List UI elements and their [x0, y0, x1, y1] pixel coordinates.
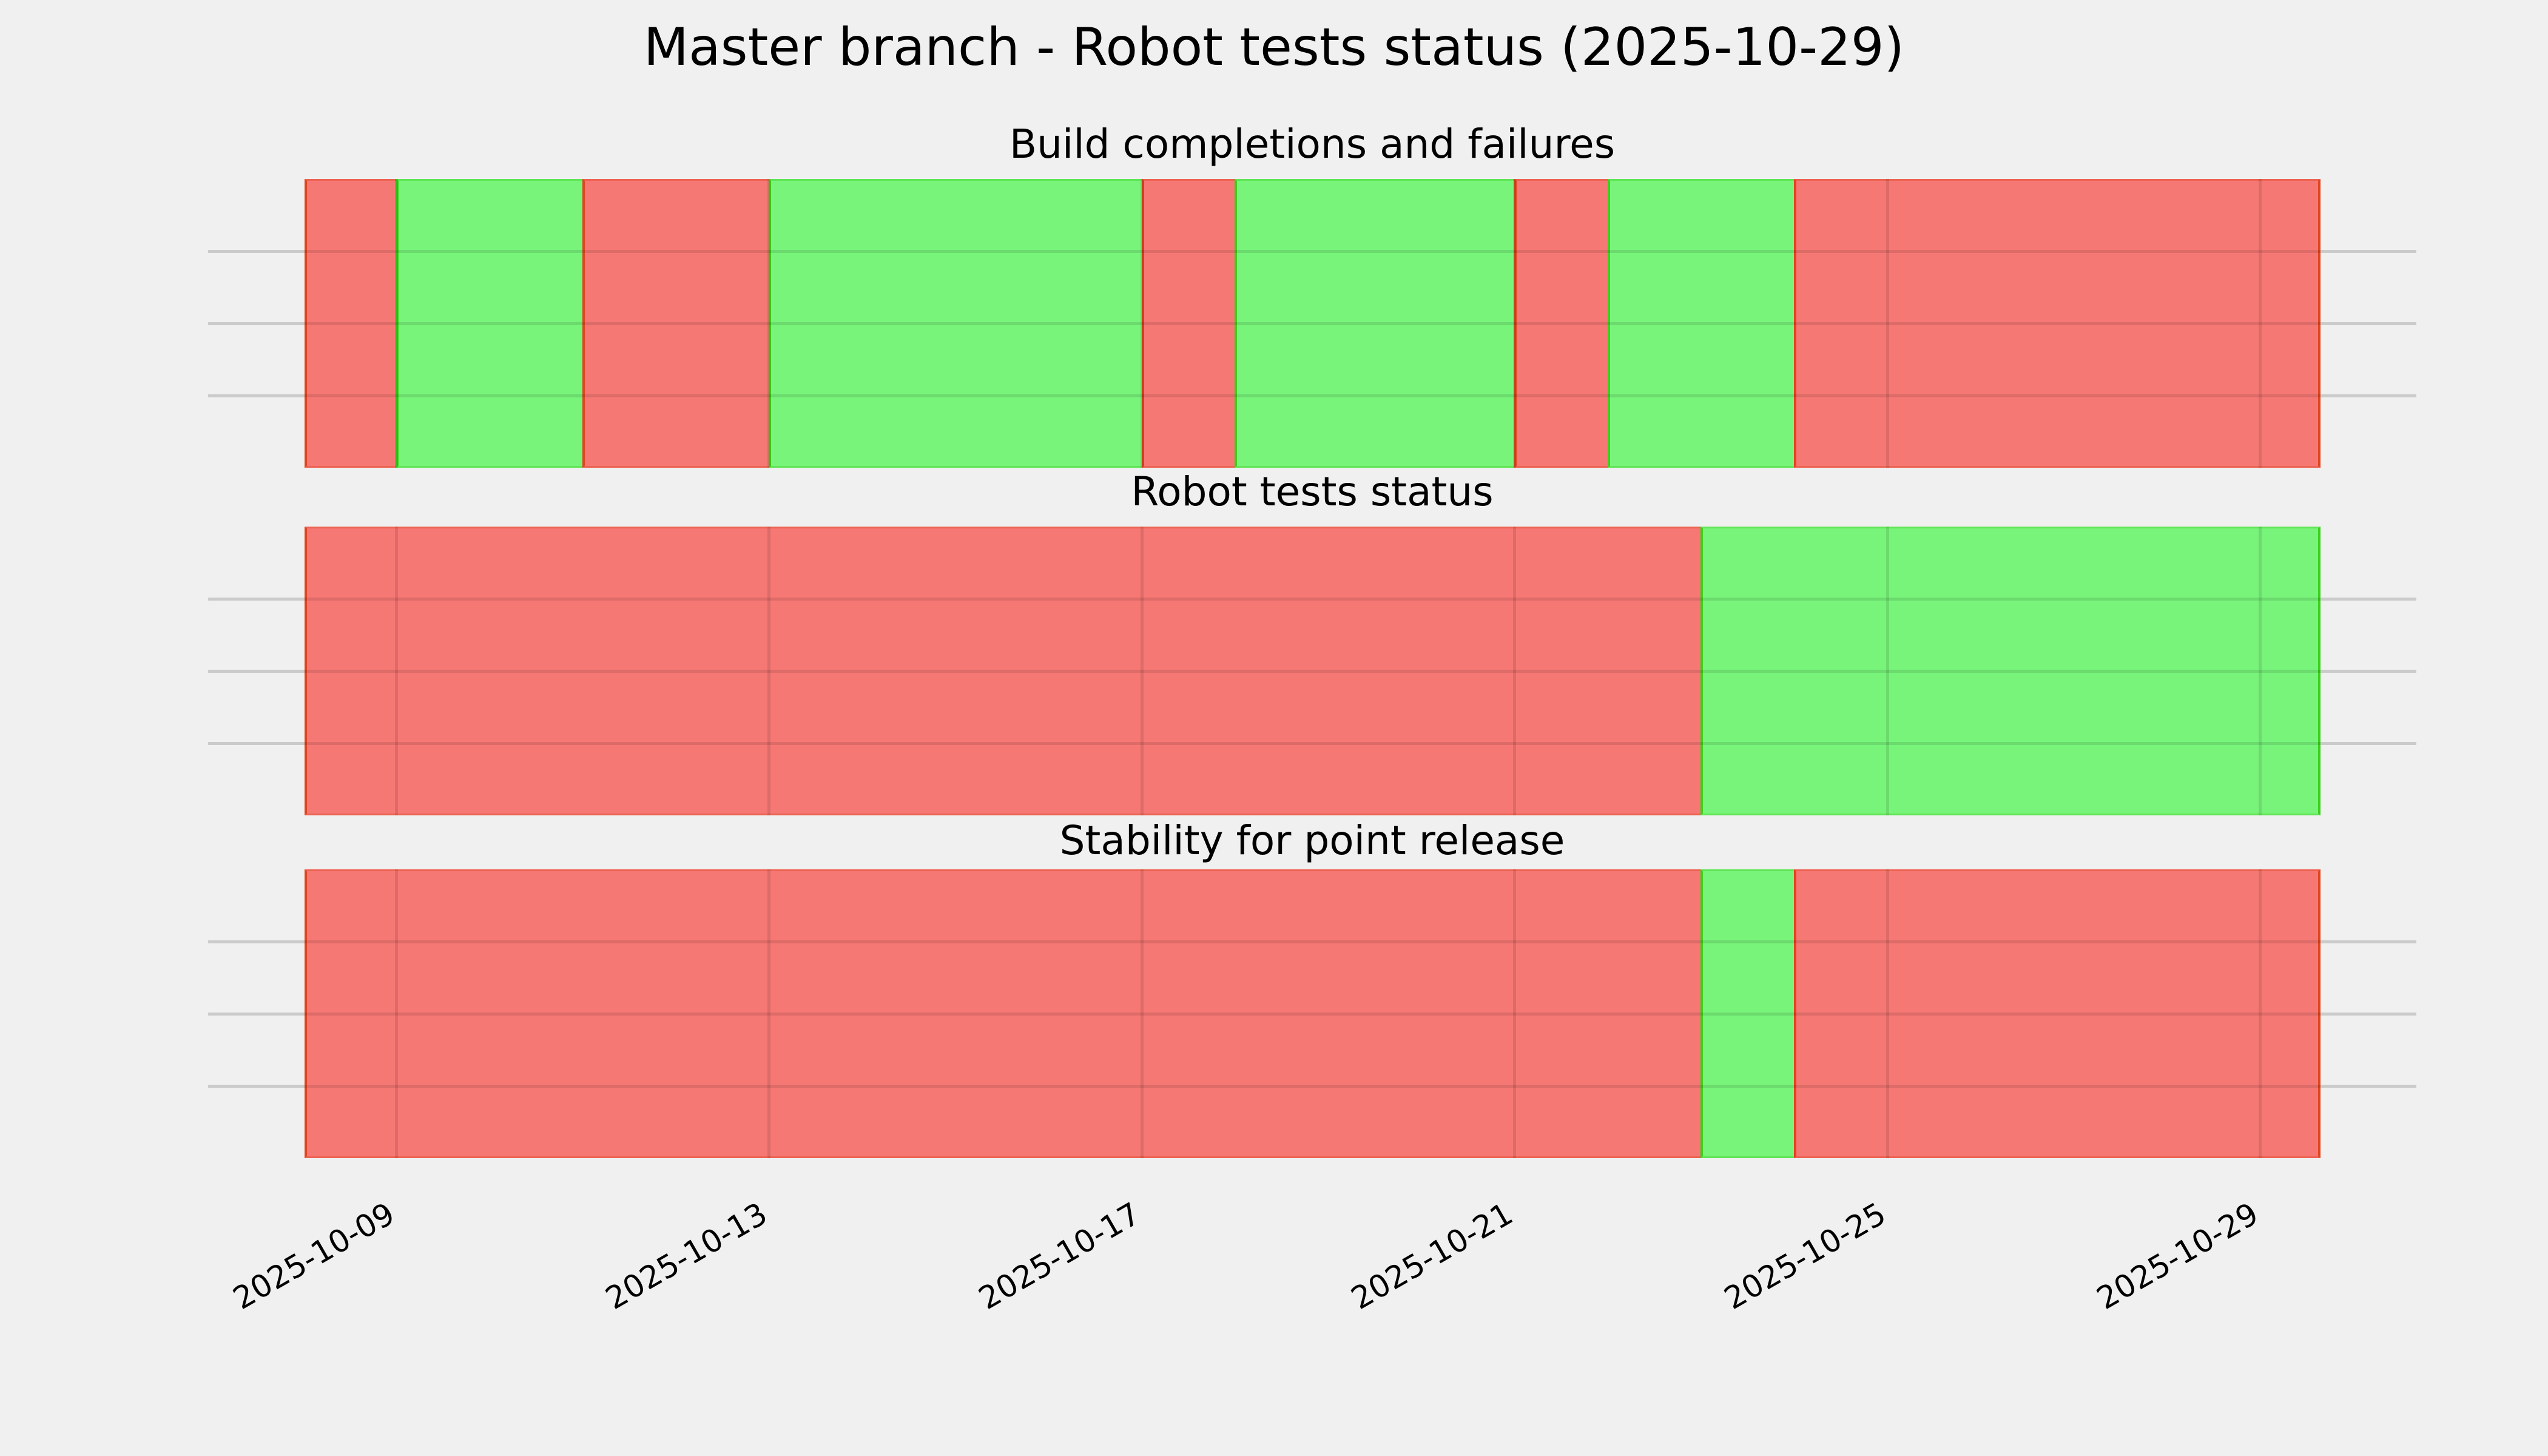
x-gridline-overlay [1886, 527, 1889, 815]
x-gridline-overlay [1513, 527, 1516, 815]
y-gridline-overlay [305, 1085, 2320, 1088]
x-gridline-overlay [767, 527, 770, 815]
x-gridline-overlay [1141, 527, 1144, 815]
x-tick-label: 2025-10-29 [2091, 1196, 2265, 1317]
subplot-title: Robot tests status [1131, 468, 1494, 515]
status-segment-pass [1700, 527, 2320, 815]
status-segment-fail [305, 179, 396, 468]
status-segment-pass [1700, 869, 1794, 1158]
x-gridline-overlay [395, 869, 398, 1158]
x-tick-label: 2025-10-21 [1345, 1196, 1519, 1317]
status-segment-pass [1608, 179, 1794, 468]
y-gridline-overlay [305, 670, 2320, 673]
x-gridline-overlay [395, 527, 398, 815]
x-gridline-overlay [2259, 179, 2262, 468]
x-gridline-overlay [1141, 179, 1144, 468]
x-gridline-overlay [1513, 179, 1516, 468]
status-segment-fail [1514, 179, 1608, 468]
status-segment-fail [305, 869, 1700, 1158]
x-gridline-overlay [395, 179, 398, 468]
status-segment-fail [305, 527, 1700, 815]
x-gridline-overlay [1141, 869, 1144, 1158]
y-gridline-overlay [305, 394, 2320, 397]
subplot-title: Build completions and failures [1009, 121, 1616, 167]
status-segment-fail [582, 179, 769, 468]
x-tick-label: 2025-10-09 [227, 1196, 401, 1317]
status-segment-pass [1235, 179, 1514, 468]
chart-main-title: Master branch - Robot tests status (2025… [643, 17, 1905, 78]
x-gridline-overlay [1886, 869, 1889, 1158]
status-segment-pass [769, 179, 1142, 468]
x-gridline-overlay [767, 179, 770, 468]
y-gridline-overlay [305, 742, 2320, 745]
status-segment-fail [1142, 179, 1235, 468]
status-segment-fail [1794, 179, 2320, 468]
x-gridline-overlay [1886, 179, 1889, 468]
y-gridline-overlay [305, 598, 2320, 601]
x-tick-label: 2025-10-25 [1718, 1196, 1892, 1317]
y-gridline-overlay [305, 250, 2320, 253]
x-gridline-overlay [2259, 869, 2262, 1158]
subplot-title: Stability for point release [1059, 817, 1565, 864]
x-gridline-overlay [1513, 869, 1516, 1158]
y-gridline-overlay [305, 1013, 2320, 1016]
status-segment-fail [1794, 869, 2320, 1158]
status-segment-pass [396, 179, 582, 468]
x-gridline-overlay [2259, 527, 2262, 815]
x-tick-label: 2025-10-13 [599, 1196, 774, 1317]
y-gridline-overlay [305, 322, 2320, 325]
x-gridline-overlay [767, 869, 770, 1158]
y-gridline-overlay [305, 940, 2320, 943]
x-tick-label: 2025-10-17 [972, 1196, 1147, 1317]
